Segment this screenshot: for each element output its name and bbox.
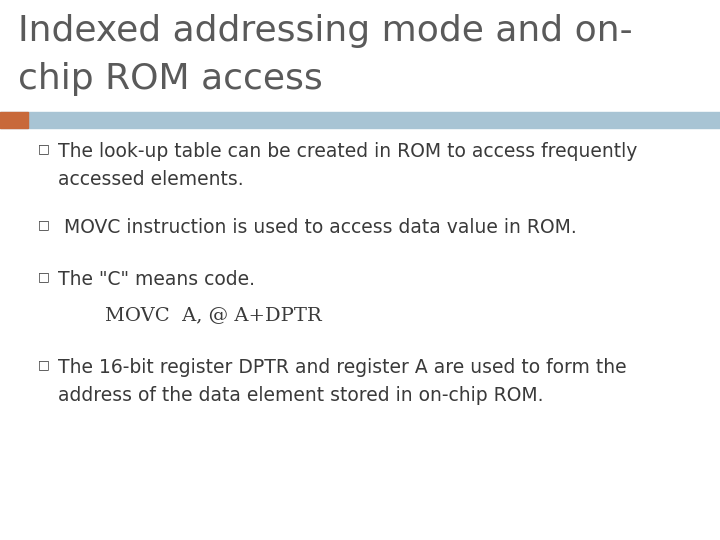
Text: □: □ [38,270,50,283]
Text: The 16-bit register DPTR and register A are used to form the: The 16-bit register DPTR and register A … [58,358,626,377]
Bar [0,112,28,128]
Text: □: □ [38,218,50,231]
Text: accessed elements.: accessed elements. [58,170,243,189]
Text: The "C" means code.: The "C" means code. [58,270,255,289]
Text: □: □ [38,142,50,155]
Text: address of the data element stored in on-chip ROM.: address of the data element stored in on… [58,386,544,405]
Text: MOVC  A, @ A+DPTR: MOVC A, @ A+DPTR [105,306,322,324]
Text: The look-up table can be created in ROM to access frequently: The look-up table can be created in ROM … [58,142,637,161]
Text: chip ROM access: chip ROM access [18,62,323,96]
Text: Indexed addressing mode and on-: Indexed addressing mode and on- [18,14,633,48]
Text: □: □ [38,358,50,371]
Bar [0,112,720,128]
Text: MOVC instruction is used to access data value in ROM.: MOVC instruction is used to access data … [58,218,577,237]
